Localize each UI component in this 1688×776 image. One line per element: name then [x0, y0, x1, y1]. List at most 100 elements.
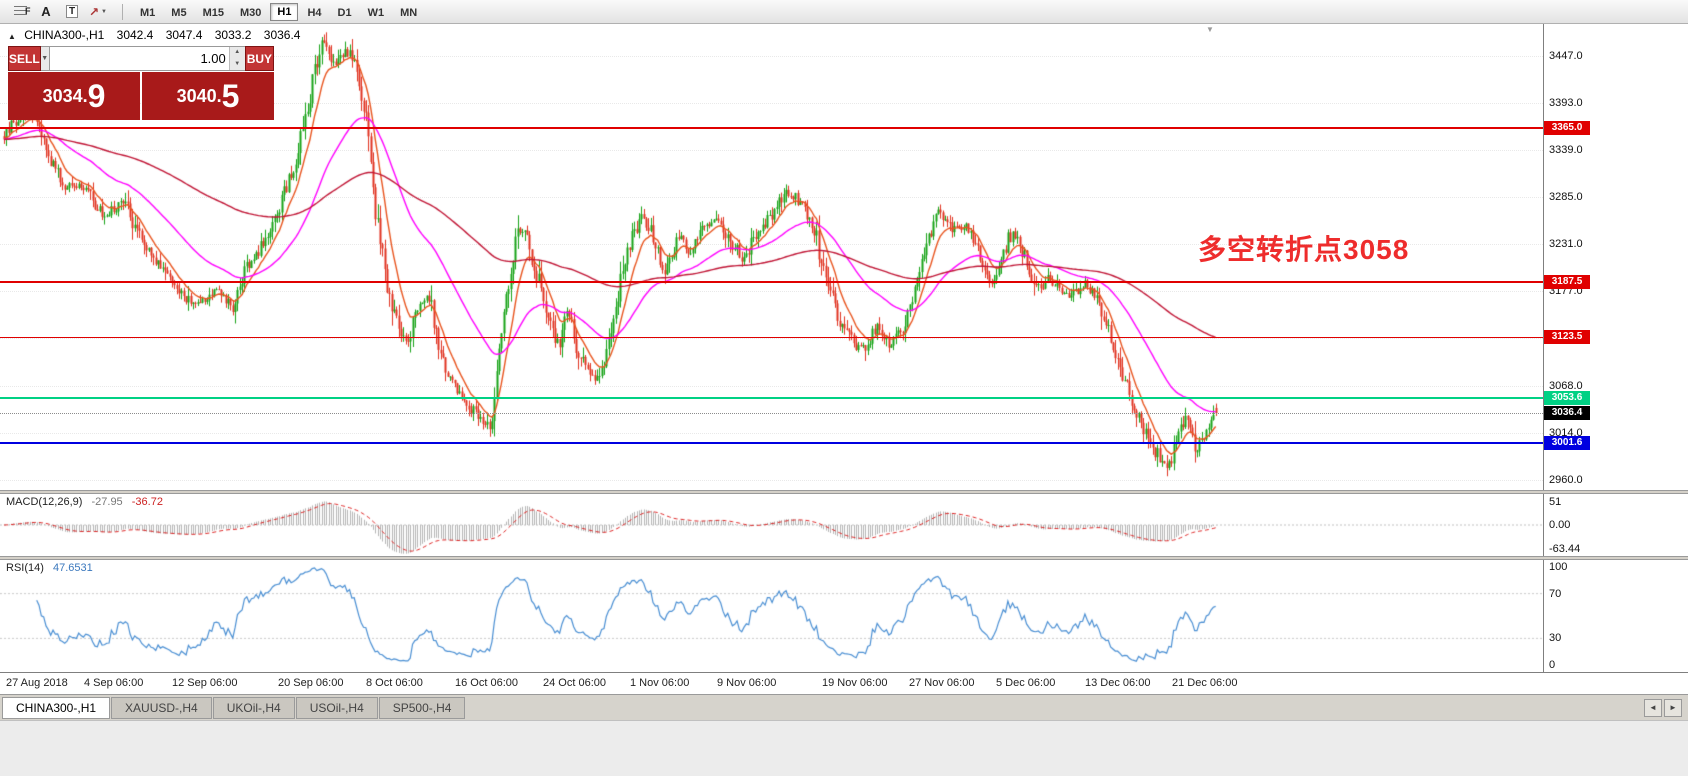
hline-3036.4[interactable]	[0, 413, 1543, 415]
chart-header: ▲ CHINA300-,H1 3042.4 3047.4 3033.2 3036…	[8, 28, 300, 42]
rsi-plot-area[interactable]	[0, 560, 1543, 672]
chart-text-annotation: 多空转折点3058	[1198, 234, 1410, 265]
rsi-scale-label: 100	[1549, 561, 1568, 573]
time-axis-label: 1 Nov 06:00	[630, 677, 690, 689]
fibonacci-icon: F	[13, 6, 31, 17]
panel-splitter[interactable]	[0, 490, 1688, 494]
macd-scale-label: -63.44	[1549, 543, 1581, 555]
buy-price-big-digit: 5	[221, 78, 240, 114]
timeframe-m30-button[interactable]: M30	[239, 6, 262, 19]
price-tag-3053.6: 3053.6	[1544, 391, 1590, 406]
fibonacci-tool-button[interactable]: F	[8, 2, 32, 22]
tabs-scroll-left-button[interactable]: ◄	[1644, 698, 1662, 717]
buy-price-button[interactable]: 3040. 5	[142, 72, 274, 120]
chevron-down-icon: ▼	[101, 8, 107, 15]
sell-price-button[interactable]: 3034. 9	[8, 72, 140, 120]
timeframe-d1-button[interactable]: D1	[337, 6, 352, 19]
timeframe-m15-button[interactable]: M15	[202, 6, 224, 19]
volume-input[interactable]	[49, 47, 229, 70]
chart-symbol-label: CHINA300-,H1	[24, 28, 105, 42]
timeframe-h1-button[interactable]: H1	[270, 2, 299, 21]
macd-plot-area[interactable]	[0, 494, 1543, 556]
ohlc-close-value: 3036.4	[263, 28, 301, 42]
price-tag-3187.5: 3187.5	[1544, 274, 1590, 289]
panel-splitter[interactable]	[0, 556, 1688, 560]
macd-scale-axis[interactable]: 51 0.00 -63.44	[1543, 494, 1688, 556]
window-bottom-margin	[0, 720, 1688, 776]
price-tag-3365.0: 3365.0	[1544, 120, 1590, 135]
tab-ukoil-h4[interactable]: UKOil-,H4	[212, 696, 295, 719]
rsi-canvas[interactable]	[0, 560, 1543, 672]
price-axis-label: 3285.0	[1549, 191, 1583, 203]
text-tool-button[interactable]: A	[34, 2, 58, 22]
volume-spinner: ▲ ▼	[228, 47, 245, 70]
volume-increase-button[interactable]: ▲	[229, 47, 245, 59]
rsi-header: RSI(14) 47.6531	[6, 562, 93, 574]
hline-3187.5[interactable]	[0, 280, 1543, 283]
rsi-scale-label: 70	[1549, 587, 1562, 600]
trade-panel-prices: 3034. 9 3040. 5	[8, 72, 274, 120]
drawing-tools-group: F A T ↗ ▼	[8, 2, 112, 22]
time-axis-label: 4 Sep 06:00	[84, 677, 144, 689]
time-axis-label: 16 Oct 06:00	[455, 677, 518, 689]
price-axis-label: 3231.0	[1549, 238, 1583, 250]
toolbar-separator	[122, 3, 123, 20]
buy-price-main-digits: 3040.	[176, 85, 222, 106]
time-axis-label: 21 Dec 06:00	[1172, 677, 1238, 689]
hline-3001.6[interactable]	[0, 442, 1543, 445]
time-axis-label: 8 Oct 06:00	[366, 677, 423, 689]
macd-scale-label: 0.00	[1549, 519, 1571, 531]
volume-dropdown-button[interactable]: ▼	[40, 46, 50, 71]
arrows-tool-button[interactable]: ↗ ▼	[86, 2, 110, 22]
tab-china300-h1[interactable]: CHINA300-,H1	[2, 696, 111, 719]
hline-3365.0[interactable]	[0, 126, 1543, 129]
price-axis[interactable]: 3447.03393.03339.03285.03231.03177.03123…	[1543, 24, 1688, 490]
tab-usoil-h4[interactable]: USOil-,H4	[295, 696, 378, 719]
macd-scale-label: 51	[1549, 496, 1562, 508]
drawing-toolbar: F A T ↗ ▼ M1 M5 M15 M30 H1 H4 D1 W1 MN	[0, 0, 1688, 24]
price-tag-3036.4: 3036.4	[1544, 406, 1590, 421]
rsi-name-label: RSI(14)	[6, 562, 44, 574]
time-axis[interactable]: 27 Aug 2018 4 Sep 06:00 12 Sep 06:00 20 Sep…	[0, 672, 1688, 694]
volume-field-wrap: ▲ ▼	[49, 46, 245, 71]
time-axis-label: 12 Sep 06:00	[172, 677, 238, 689]
one-click-trade-panel: SELL ▼ ▲ ▼ BUY 3034.9 3040.5	[8, 46, 274, 120]
hline-3123.5[interactable]	[0, 337, 1543, 339]
one-click-panel-toggle-icon[interactable]: ▲	[8, 32, 16, 41]
sell-price-big-digit: 9	[87, 78, 106, 114]
price-axis-label: 3068.0	[1549, 379, 1583, 392]
rsi-scale-axis[interactable]: 100 70 30 0	[1543, 560, 1688, 672]
sell-button[interactable]: SELL	[8, 46, 41, 71]
trade-panel-controls: SELL ▼ ▲ ▼ BUY	[8, 46, 274, 71]
price-axis-label: 3447.0	[1549, 50, 1583, 63]
timeframe-m5-button[interactable]: M5	[171, 6, 187, 19]
macd-signal-value: -36.72	[131, 496, 163, 508]
timeframe-w1-button[interactable]: W1	[367, 6, 385, 19]
text-label-icon: T	[65, 5, 79, 18]
tabs-scroll-right-button[interactable]: ►	[1664, 698, 1682, 717]
ohlc-high-value: 3047.4	[165, 28, 203, 42]
chart-tabs: CHINA300-,H1 XAUUSD-,H4 UKOil-,H4 USOil-,H4…	[2, 696, 466, 719]
macd-canvas[interactable]	[0, 494, 1543, 556]
buy-button[interactable]: BUY	[244, 46, 274, 71]
volume-decrease-button[interactable]: ▼	[229, 58, 245, 70]
timeframe-mn-button[interactable]: MN	[400, 6, 418, 19]
text-icon: A	[41, 4, 51, 19]
time-axis-label: 13 Dec 06:00	[1085, 677, 1151, 689]
tab-xauusd-h4[interactable]: XAUUSD-,H4	[111, 696, 212, 719]
chevron-down-icon: ▼	[41, 55, 49, 62]
rsi-indicator-panel: 100 70 30 0 RSI(14) 47.6531	[0, 560, 1688, 672]
timeframe-m1-button[interactable]: M1	[140, 6, 156, 19]
time-axis-label: 27 Nov 06:00	[909, 677, 975, 689]
hline-3053.6[interactable]	[0, 397, 1543, 400]
rsi-value: 47.6531	[52, 562, 93, 574]
time-axis-label: 9 Nov 06:00	[717, 677, 777, 689]
ohlc-low-value: 3033.2	[214, 28, 252, 42]
price-tag-3123.5: 3123.5	[1544, 330, 1590, 345]
macd-name-label: MACD(12,26,9)	[6, 496, 83, 508]
text-label-tool-button[interactable]: T	[60, 2, 84, 22]
timeframe-h4-button[interactable]: H4	[307, 6, 322, 19]
ohlc-open-value: 3042.4	[116, 28, 154, 42]
tab-sp500-h4[interactable]: SP500-,H4	[378, 696, 466, 719]
